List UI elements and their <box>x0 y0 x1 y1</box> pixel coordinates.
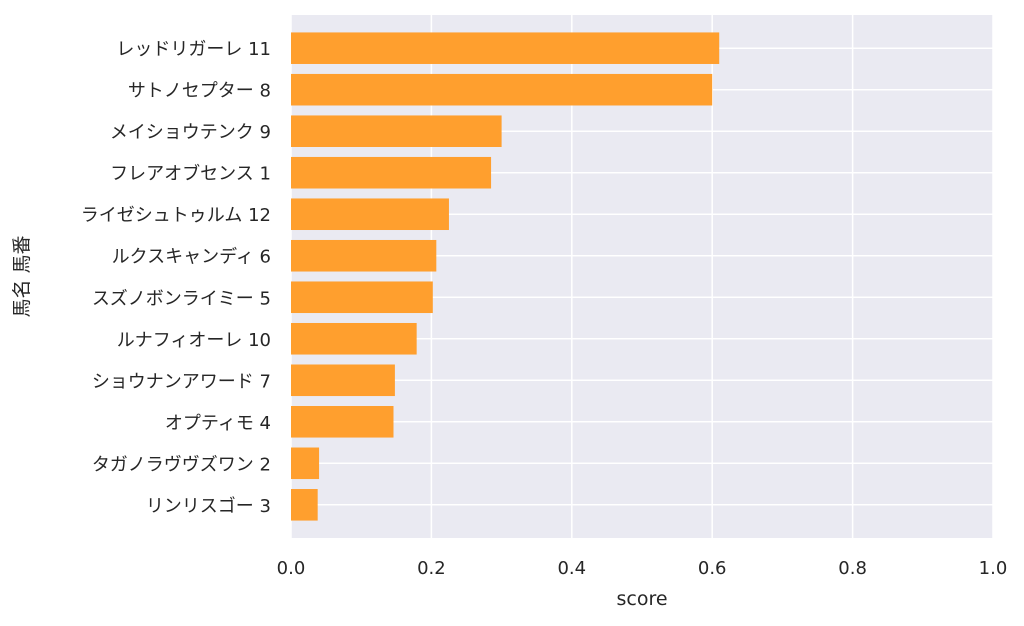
y-tick-label: フレアオブセンス 1 <box>110 163 271 185</box>
y-tick-label: メイショウテンク 9 <box>110 122 271 143</box>
x-tick-label: 0.4 <box>557 558 586 579</box>
y-axis-label: 馬名 馬番 <box>11 235 33 317</box>
y-tick-label: ルナフィオーレ 10 <box>117 330 271 351</box>
bar <box>291 281 433 314</box>
bar <box>291 364 395 397</box>
x-tick-label: 0.0 <box>277 558 306 579</box>
y-tick-label: タガノラヴヴズワン 2 <box>92 454 271 475</box>
bar <box>291 198 449 231</box>
bar <box>291 322 417 355</box>
x-tick-label: 0.8 <box>838 558 867 579</box>
bar <box>291 447 320 480</box>
bar <box>291 489 318 521</box>
bars <box>291 32 720 521</box>
x-tick-label: 0.6 <box>698 558 727 579</box>
bar <box>291 115 502 147</box>
x-tick-label: 1.0 <box>979 558 1008 579</box>
bar <box>291 32 720 64</box>
y-tick-label: ルクスキャンディ 6 <box>112 247 271 268</box>
bar <box>291 239 437 272</box>
bar <box>291 406 394 438</box>
y-tick-label: サトノセプター 8 <box>128 81 271 102</box>
x-tick-label: 0.2 <box>417 558 446 579</box>
y-tick-label: レッドリガーレ 11 <box>116 39 271 60</box>
bar <box>291 73 713 106</box>
y-tick-label: オプティモ 4 <box>165 413 271 434</box>
y-tick-label: リンリスゴー 3 <box>146 496 271 517</box>
y-tick-label: ショウナンアワード 7 <box>92 371 271 392</box>
y-tick-label: スズノボンライミー 5 <box>92 288 271 309</box>
x-axis-label: score <box>616 588 667 610</box>
y-tick-labels: レッドリガーレ 11 サトノセプター 8 メイショウテンク 9 フレアオブセンス 1 ラ… <box>81 39 271 517</box>
bar <box>291 156 492 189</box>
y-tick-label: ライゼシュトゥルム 12 <box>81 205 271 226</box>
x-tick-labels: 0.0 0.2 0.4 0.6 0.8 1.0 <box>277 558 1008 579</box>
